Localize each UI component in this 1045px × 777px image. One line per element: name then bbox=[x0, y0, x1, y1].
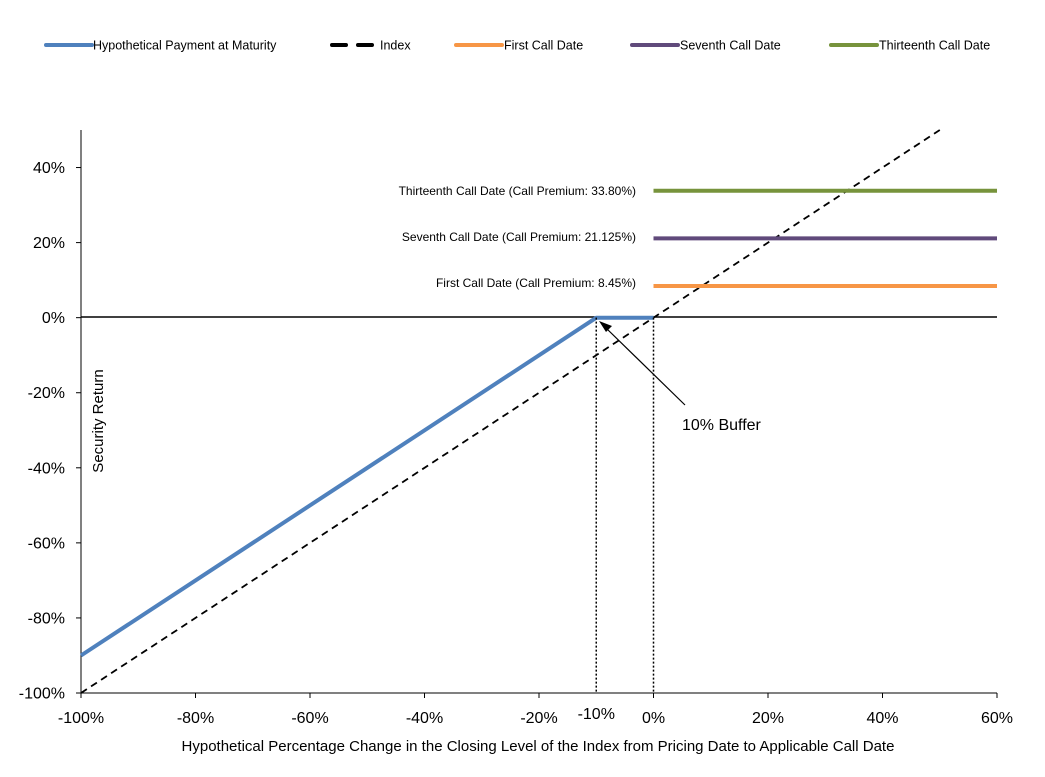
x-tick-label: 0% bbox=[642, 710, 665, 727]
x-tick-labels: -100% -80% -60% -40% -20% 0% 20% 40% 60% -10% bbox=[58, 693, 1013, 727]
legend-item-index: Index bbox=[330, 39, 411, 53]
y-axis-title: Security Return bbox=[90, 369, 107, 472]
buffer-arrow bbox=[599, 321, 686, 406]
y-tick-label: -60% bbox=[28, 535, 65, 552]
series-line-index bbox=[80, 129, 941, 694]
y-tick-label: -20% bbox=[28, 385, 65, 402]
x-axis-title: Hypothetical Percentage Change in the Cl… bbox=[182, 738, 895, 755]
annotation-thirteenth-call: Thirteenth Call Date (Call Premium: 33.8… bbox=[399, 184, 636, 198]
buffer-arrow-line bbox=[605, 327, 686, 406]
y-tick-labels: -100% -80% -60% -40% -20% 0% 20% 40% bbox=[19, 160, 81, 703]
legend-label-index: Index bbox=[380, 39, 411, 53]
x-tick-label-buffer: -10% bbox=[578, 706, 615, 723]
y-tick-label: -40% bbox=[28, 460, 65, 477]
y-tick-label: -80% bbox=[28, 610, 65, 627]
legend: Hypothetical Payment at Maturity Index F… bbox=[44, 39, 990, 53]
series-line-payment bbox=[79, 315, 654, 658]
buffer-arrow-head bbox=[599, 321, 612, 332]
y-tick-label: -100% bbox=[19, 686, 65, 703]
y-tick-label: 40% bbox=[33, 160, 65, 177]
y-tick-label: 0% bbox=[42, 310, 65, 327]
legend-item-first-call: First Call Date bbox=[454, 39, 583, 53]
x-tick-label: -20% bbox=[520, 710, 557, 727]
legend-label-first-call: First Call Date bbox=[504, 39, 583, 53]
x-tick-label: -60% bbox=[291, 710, 328, 727]
x-tick-label: 20% bbox=[752, 710, 784, 727]
y-tick-label: 20% bbox=[33, 235, 65, 252]
buffer-label: 10% Buffer bbox=[682, 417, 762, 434]
legend-label-payment: Hypothetical Payment at Maturity bbox=[93, 39, 277, 53]
x-tick-label: 40% bbox=[866, 710, 898, 727]
x-tick-label: -80% bbox=[177, 710, 214, 727]
legend-item-thirteenth-call: Thirteenth Call Date bbox=[829, 39, 990, 53]
legend-label-seventh-call: Seventh Call Date bbox=[680, 39, 781, 53]
legend-label-thirteenth-call: Thirteenth Call Date bbox=[879, 39, 990, 53]
annotation-seventh-call: Seventh Call Date (Call Premium: 21.125%… bbox=[402, 230, 636, 244]
series-group bbox=[79, 129, 997, 694]
x-tick-label: -40% bbox=[406, 710, 443, 727]
legend-item-seventh-call: Seventh Call Date bbox=[630, 39, 781, 53]
x-tick-label: -100% bbox=[58, 710, 104, 727]
x-tick-label: 60% bbox=[981, 710, 1013, 727]
legend-item-payment: Hypothetical Payment at Maturity bbox=[44, 39, 277, 53]
annotation-first-call: First Call Date (Call Premium: 8.45%) bbox=[436, 276, 636, 290]
axes bbox=[80, 130, 997, 694]
